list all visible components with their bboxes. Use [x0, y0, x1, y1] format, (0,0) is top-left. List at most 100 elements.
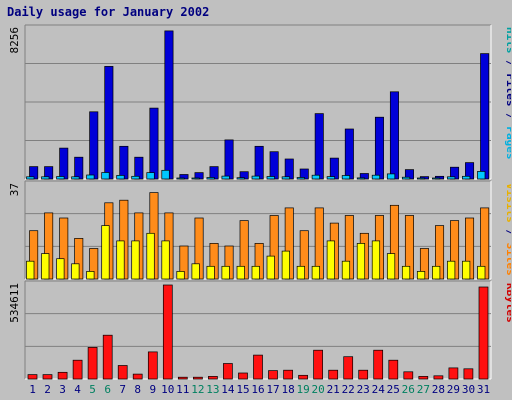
bar-files-day-9 [149, 107, 159, 180]
bar-pages-day-14 [221, 175, 230, 180]
bar-pages-day-6 [101, 172, 110, 180]
bar-visits-day-17 [266, 255, 275, 280]
x-tick-label: 7 [119, 383, 126, 396]
bar-kbytes-day-11 [177, 376, 188, 380]
bar-pages-day-30 [462, 175, 471, 180]
bar-visits-day-22 [341, 260, 351, 280]
bar-visits-day-12 [191, 263, 200, 280]
bar-kbytes-day-29 [448, 367, 459, 380]
bar-pages-day-2 [41, 176, 50, 180]
bar-kbytes-day-22 [343, 356, 354, 380]
x-tick-label: 14 [221, 383, 235, 396]
x-tick-label: 4 [74, 383, 81, 396]
bar-kbytes-day-9 [147, 351, 158, 380]
bar-pages-day-24 [371, 174, 381, 180]
bar-visits-day-11 [176, 271, 185, 280]
x-tick-label: 29 [447, 383, 460, 396]
bar-kbytes-day-21 [328, 369, 339, 380]
bar-visits-day-5 [86, 271, 95, 280]
bar-pages-day-17 [266, 176, 275, 180]
bar-kbytes-day-26 [403, 371, 414, 380]
legend-entry: Sites [504, 243, 511, 276]
x-tick-label: 15 [236, 383, 249, 396]
bar-visits-day-6 [101, 225, 110, 280]
bar-visits-day-23 [356, 243, 366, 280]
x-tick-label: 17 [266, 383, 279, 396]
bar-visits-day-27 [416, 271, 426, 280]
bar-visits-day-16 [251, 265, 260, 280]
x-tick-label: 19 [296, 383, 309, 396]
bar-kbytes-day-15 [238, 372, 248, 380]
bar-visits-day-31 [477, 265, 486, 280]
bar-visits-day-18 [281, 250, 290, 280]
bar-files-day-18 [284, 158, 294, 180]
plot-panels: 8256 Hits / Files / Pages 37 Visits / Sites… [8, 24, 511, 380]
bar-pages-day-18 [281, 176, 290, 180]
bar-files-day-10 [164, 30, 174, 180]
panel-kbytes: 534611 KBytes [8, 280, 511, 380]
bar-pages-day-26 [401, 176, 411, 180]
panel-visits-sites: 37 Visits / Sites [8, 180, 511, 280]
bar-visits-day-20 [311, 265, 320, 280]
bar-files-day-24 [374, 116, 384, 180]
bar-pages-day-11 [176, 177, 185, 180]
x-tick-label: 20 [311, 383, 324, 396]
bar-pages-day-22 [341, 175, 351, 180]
bar-files-day-25 [389, 91, 399, 180]
bar-kbytes-day-3 [57, 371, 68, 380]
x-tick-label: 3 [59, 383, 66, 396]
x-tick-label: 27 [417, 383, 430, 396]
bar-files-day-7 [119, 145, 129, 180]
bar-visits-day-2 [41, 253, 50, 280]
bar-kbytes-day-31 [478, 286, 489, 380]
x-tick-label: 11 [176, 383, 189, 396]
bar-pages-day-13 [206, 177, 215, 180]
x-tick-label: 30 [462, 383, 475, 396]
bar-files-day-16 [254, 145, 264, 180]
y-axis-max-label: 8256 [8, 27, 21, 54]
x-tick-label: 16 [251, 383, 264, 396]
bar-files-day-20 [314, 113, 324, 180]
legend-entry: / [504, 223, 511, 243]
x-tick-label: 23 [357, 383, 370, 396]
bar-visits-day-3 [56, 258, 65, 280]
bar-kbytes-day-5 [87, 347, 98, 380]
bar-pages-day-20 [311, 174, 320, 180]
bar-pages-day-31 [477, 171, 486, 180]
legend-entry: Files [504, 73, 511, 106]
bar-kbytes-day-30 [463, 368, 474, 380]
bar-pages-day-5 [86, 174, 95, 180]
bar-pages-day-4 [71, 176, 80, 180]
series-legend: Hits / Files / Pages [504, 27, 511, 160]
bar-pages-day-8 [131, 175, 140, 180]
bar-visits-day-26 [401, 265, 411, 280]
bar-kbytes-day-20 [313, 349, 323, 380]
bar-kbytes-day-27 [418, 376, 429, 380]
bar-kbytes-day-16 [253, 354, 263, 380]
legend-entry: Pages [504, 126, 511, 159]
bar-kbytes-day-7 [117, 365, 128, 380]
bar-pages-day-16 [251, 175, 260, 180]
bar-files-day-13 [209, 166, 219, 180]
x-tick-label: 9 [149, 383, 156, 396]
bar-visits-day-15 [236, 265, 245, 280]
x-tick-label: 1 [29, 383, 36, 396]
bar-files-day-8 [134, 156, 144, 180]
x-tick-label: 25 [387, 383, 400, 396]
bar-kbytes-day-17 [268, 370, 278, 380]
bar-kbytes-day-12 [193, 376, 203, 380]
bar-files-day-4 [74, 156, 84, 180]
bar-files-day-3 [59, 147, 69, 180]
y-axis-max-label: 37 [8, 183, 21, 196]
bar-kbytes-day-23 [358, 369, 369, 380]
series-legend: Visits / Sites [504, 183, 511, 276]
bar-visits-day-29 [447, 260, 456, 280]
bar-pages-day-28 [432, 177, 441, 180]
bar-visits-day-14 [221, 265, 230, 280]
x-tick-label: 12 [191, 383, 204, 396]
x-tick-label: 13 [206, 383, 219, 396]
bar-files-day-14 [224, 139, 234, 180]
x-tick-label: 6 [104, 383, 111, 396]
bar-files-day-17 [269, 151, 279, 180]
